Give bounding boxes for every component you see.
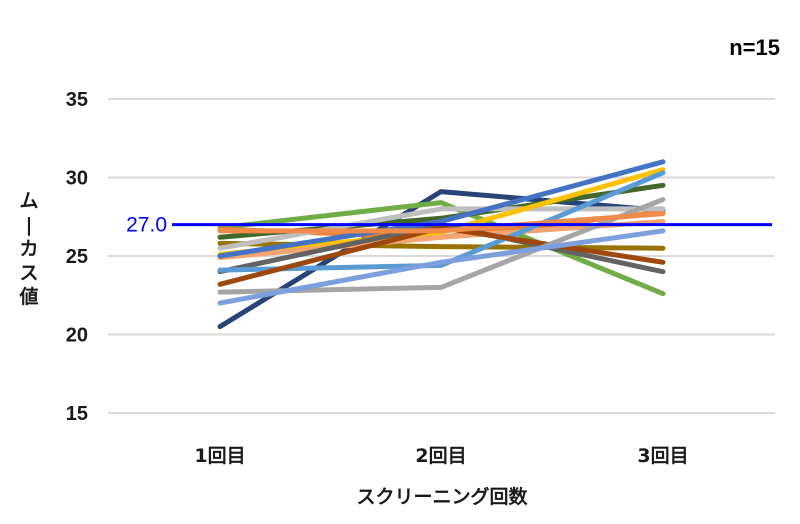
x-category-label: 3回目 <box>637 445 688 467</box>
y-axis-label-char: | <box>26 214 33 236</box>
y-axis-ticks: 15 20 25 30 35 <box>66 89 88 425</box>
reference-line: 27.0 <box>126 214 772 237</box>
series-line-2 <box>217 200 666 297</box>
x-category-label: 1回目 <box>194 445 245 467</box>
series-line-15 <box>217 211 666 234</box>
series-lines <box>217 159 666 330</box>
y-tick-label: 15 <box>66 403 88 425</box>
gridlines <box>108 98 775 414</box>
series-line-13 <box>217 228 666 306</box>
y-tick-label: 30 <box>66 168 88 190</box>
y-tick-label: 25 <box>66 246 88 268</box>
sample-size-annotation: n=15 <box>729 35 780 60</box>
series-line-14 <box>217 159 666 259</box>
y-axis-label: ム|カス値 <box>18 190 38 308</box>
y-axis-label-char: 値 <box>18 286 38 308</box>
series-line-11 <box>217 225 666 287</box>
x-axis-label: スクリーニング回数 <box>356 485 528 508</box>
y-axis-label-char: カ <box>19 238 38 260</box>
series-line-10 <box>217 170 666 273</box>
x-axis-categories: 1回目 2回目 3回目 <box>194 445 688 467</box>
y-axis-label-char: ス <box>19 262 38 284</box>
y-tick-label: 35 <box>66 89 88 111</box>
threshold-label: 27.0 <box>126 214 167 237</box>
x-category-label: 2回目 <box>415 445 466 467</box>
series-line-6 <box>217 206 666 251</box>
y-axis-label-char: ム <box>19 190 38 212</box>
y-tick-label: 20 <box>66 325 88 347</box>
